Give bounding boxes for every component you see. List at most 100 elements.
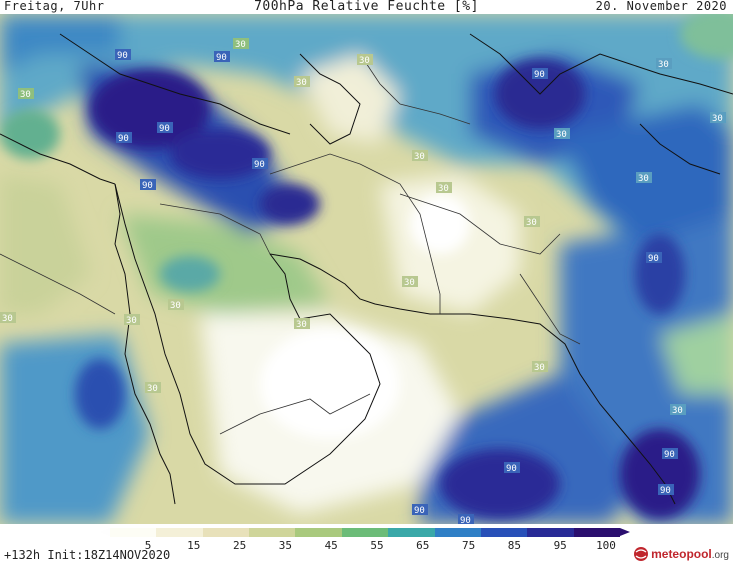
svg-text:30: 30 bbox=[2, 314, 13, 324]
contour-label: 90 bbox=[140, 179, 156, 191]
contour-label: 30 bbox=[524, 216, 540, 228]
contour-label: 90 bbox=[252, 158, 268, 170]
contour-label: 30 bbox=[402, 276, 418, 288]
contour-label: 90 bbox=[646, 252, 662, 264]
contour-label: 30 bbox=[145, 382, 161, 394]
contour-label: 30 bbox=[357, 54, 373, 66]
contour-label: 30 bbox=[636, 172, 652, 184]
svg-text:90: 90 bbox=[142, 181, 153, 191]
colorbar-tick-label: 5 bbox=[144, 539, 152, 552]
svg-text:90: 90 bbox=[118, 134, 129, 144]
contour-label: 30 bbox=[0, 312, 16, 324]
colorbar-segment bbox=[434, 528, 481, 537]
colorbar-max-arrow bbox=[620, 528, 630, 536]
contour-label: 90 bbox=[214, 51, 230, 63]
colorbar bbox=[110, 528, 620, 537]
svg-text:90: 90 bbox=[159, 124, 170, 134]
colorbar-tick-label: 55 bbox=[370, 539, 384, 552]
colorbar-tick-label: 35 bbox=[278, 539, 293, 552]
valid-day-label: Freitag, 7Uhr bbox=[4, 0, 105, 13]
svg-text:30: 30 bbox=[296, 78, 307, 88]
humidity-field-cores bbox=[0, 14, 733, 519]
contour-label: 90 bbox=[116, 132, 132, 144]
svg-text:30: 30 bbox=[414, 152, 425, 162]
svg-text:90: 90 bbox=[216, 53, 227, 63]
colorbar-tick-label: 95 bbox=[553, 539, 567, 552]
humidity-map: 90 90 90 90 90 90 30 30 30 30 30 30 30 3… bbox=[0, 14, 733, 524]
footer-bar: 5 15 25 35 45 55 65 75 85 95 100 +132h Init:18Z14N… bbox=[0, 524, 733, 566]
contour-label: 30 bbox=[710, 112, 726, 124]
colorbar-segment bbox=[341, 528, 389, 537]
chart-title: 700hPa Relative Feuchte [%] bbox=[254, 0, 479, 14]
colorbar-tick-label: 100 bbox=[596, 539, 616, 552]
forecast-run-info: +132h Init:18Z14NOV2020 bbox=[4, 548, 171, 562]
contour-label: 30 bbox=[168, 299, 184, 311]
svg-text:30: 30 bbox=[20, 90, 31, 100]
colorbar-segment bbox=[295, 528, 342, 537]
contour-label: 90 bbox=[115, 49, 131, 61]
svg-text:30: 30 bbox=[438, 184, 449, 194]
svg-text:90: 90 bbox=[460, 516, 471, 524]
svg-text:90: 90 bbox=[117, 51, 128, 61]
contour-label: 30 bbox=[670, 404, 686, 416]
colorbar-segment bbox=[156, 528, 203, 537]
contour-label: 30 bbox=[294, 318, 310, 330]
svg-text:30: 30 bbox=[658, 60, 669, 70]
svg-text:90: 90 bbox=[254, 160, 265, 170]
svg-text:30: 30 bbox=[534, 363, 545, 373]
colorbar-segment bbox=[110, 528, 157, 537]
colorbar-tick-label: 25 bbox=[232, 539, 247, 552]
svg-text:30: 30 bbox=[147, 384, 158, 394]
svg-text:30: 30 bbox=[638, 174, 649, 184]
contour-label: 30 bbox=[18, 88, 34, 100]
contour-label: 90 bbox=[412, 504, 428, 516]
colorbar-ticks: 5 15 25 35 45 55 65 75 85 95 100 bbox=[0, 539, 733, 553]
colorbar-tick-label: 65 bbox=[416, 539, 430, 552]
colorbar-segment bbox=[202, 528, 250, 537]
svg-text:30: 30 bbox=[235, 40, 246, 50]
colorbar-segment bbox=[388, 528, 435, 537]
contour-label: 90 bbox=[458, 514, 474, 524]
colorbar-segment bbox=[527, 528, 574, 537]
svg-text:90: 90 bbox=[660, 486, 671, 496]
svg-text:30: 30 bbox=[126, 316, 137, 326]
svg-text:30: 30 bbox=[672, 406, 683, 416]
contour-label: 30 bbox=[412, 150, 428, 162]
colorbar-segment bbox=[573, 528, 620, 537]
svg-text:90: 90 bbox=[648, 254, 659, 264]
svg-text:30: 30 bbox=[404, 278, 415, 288]
contour-label: 90 bbox=[658, 484, 674, 496]
country-borders bbox=[0, 53, 581, 435]
map-canvas: 90 90 90 90 90 90 30 30 30 30 30 30 30 3… bbox=[0, 14, 733, 524]
logo-text: meteopool.org bbox=[651, 547, 729, 561]
colorbar-segment bbox=[249, 528, 296, 537]
colorbar-tick-label: 75 bbox=[461, 539, 476, 552]
contour-labels: 90 90 90 90 90 90 30 30 30 30 30 30 30 3… bbox=[0, 38, 726, 524]
contour-label: 90 bbox=[504, 462, 520, 474]
svg-text:90: 90 bbox=[414, 506, 425, 516]
svg-text:90: 90 bbox=[664, 450, 675, 460]
svg-text:30: 30 bbox=[712, 114, 723, 124]
contour-label: 30 bbox=[124, 314, 140, 326]
contour-label: 30 bbox=[656, 58, 672, 70]
contour-label: 30 bbox=[532, 361, 548, 373]
svg-text:30: 30 bbox=[556, 130, 567, 140]
contour-label: 30 bbox=[233, 38, 249, 50]
svg-text:90: 90 bbox=[506, 464, 517, 474]
colorbar-tick-label: 15 bbox=[187, 539, 201, 552]
header-bar: Freitag, 7Uhr 700hPa Relative Feuchte [%… bbox=[0, 0, 733, 14]
contour-label: 30 bbox=[294, 76, 310, 88]
contour-label: 30 bbox=[554, 128, 570, 140]
contour-label: 90 bbox=[157, 122, 173, 134]
colorbar-tick-label: 85 bbox=[507, 539, 522, 552]
svg-text:30: 30 bbox=[296, 320, 307, 330]
svg-text:30: 30 bbox=[526, 218, 537, 228]
valid-date-label: 20. November 2020 bbox=[595, 0, 727, 13]
colorbar-min-arrow bbox=[100, 528, 110, 536]
contour-label: 90 bbox=[532, 68, 548, 80]
meteopool-logo[interactable]: meteopool.org bbox=[633, 546, 729, 562]
svg-text:30: 30 bbox=[359, 56, 370, 66]
globe-icon bbox=[634, 547, 649, 561]
contour-label: 30 bbox=[436, 182, 452, 194]
contour-label: 90 bbox=[662, 448, 678, 460]
